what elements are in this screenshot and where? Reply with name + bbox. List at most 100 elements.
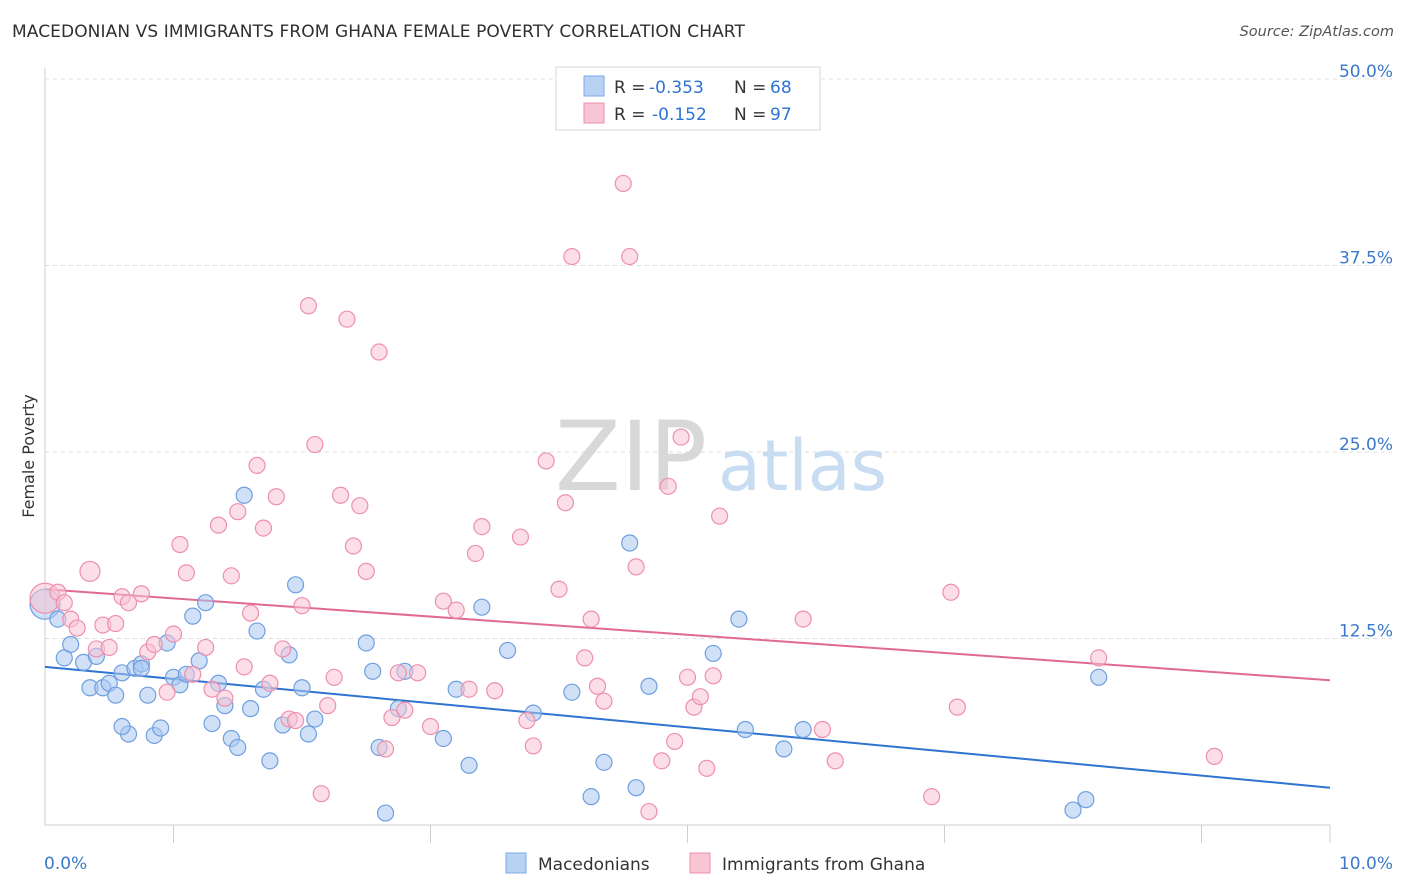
ghana-point-62 xyxy=(537,452,555,470)
macedonians-point-50 xyxy=(460,756,478,774)
macedonians-point-43 xyxy=(364,662,382,680)
ghana-point-75 xyxy=(659,477,677,495)
ghana-point-77 xyxy=(672,428,690,446)
macedonians-point-58 xyxy=(627,779,645,797)
grid-layer xyxy=(45,78,1392,639)
ghana-point-34 xyxy=(286,711,305,730)
ghana-point-85 xyxy=(813,720,832,739)
chart-source: Source: ZipAtlas.com xyxy=(1239,24,1394,40)
x-tick-label-max: 10.0% xyxy=(1339,854,1393,874)
macedonians-point-42 xyxy=(357,634,375,652)
ghana-point-91 xyxy=(1205,747,1223,765)
points-layer xyxy=(29,174,1223,822)
macedonians-point-63 xyxy=(775,740,793,758)
ghana-point-86 xyxy=(826,752,844,770)
legend-n-label-1: N = xyxy=(734,78,766,98)
legend-r-label-2: R = xyxy=(614,105,645,125)
legend-n-value-1: 68 xyxy=(770,78,792,98)
ghana-point-88 xyxy=(942,583,960,601)
ghana-point-59 xyxy=(511,528,530,546)
ghana-point-28 xyxy=(248,456,266,475)
ghana-point-54 xyxy=(447,601,465,619)
ghana-point-90 xyxy=(1090,649,1108,667)
ghana-point-23 xyxy=(216,689,234,707)
tick-label-layer: 12.5% 25.0% 37.5% 50.0% 0.0% 10.0% xyxy=(44,62,1393,874)
ghana-point-32 xyxy=(274,640,292,658)
ghana-point-68 xyxy=(588,677,607,695)
ghana-point-15 xyxy=(158,683,176,701)
ghana-point-76 xyxy=(666,732,684,751)
macedonians-point-67 xyxy=(1090,668,1108,686)
macedonians-point-16 xyxy=(139,686,157,704)
ghana-point-44 xyxy=(351,497,369,515)
ghana-point-22 xyxy=(209,516,228,534)
watermark-zip: ZIP xyxy=(555,401,707,513)
ghana-point-65 xyxy=(563,247,581,266)
ghana-point-39 xyxy=(319,697,337,715)
legend-n-label-2: N = xyxy=(734,105,766,125)
ghana-point-11 xyxy=(119,594,138,612)
y-tick-label-2: 37.5% xyxy=(1339,249,1393,269)
ghana-point-52 xyxy=(421,717,440,736)
ghana-point-84 xyxy=(794,610,812,628)
legend-swatch-macedonians xyxy=(583,75,605,97)
ghana-point-5 xyxy=(79,560,101,582)
macedonians-point-59 xyxy=(640,677,658,695)
watermark: ZIP atlas xyxy=(555,401,887,513)
y-axis-label: Female Poverty xyxy=(19,394,38,517)
ghana-point-31 xyxy=(267,488,285,506)
ghana-point-69 xyxy=(595,692,613,710)
macedonians-point-35 xyxy=(261,752,279,770)
macedonians-point-32 xyxy=(242,700,260,718)
ghana-point-30 xyxy=(261,674,279,692)
ghana-point-37 xyxy=(306,435,324,454)
macedonians-point-39 xyxy=(293,679,311,697)
ghana-point-67 xyxy=(582,610,600,628)
ghana-point-80 xyxy=(691,688,709,706)
ghana-point-78 xyxy=(678,668,697,686)
legend-r-label-1: R = xyxy=(614,78,645,98)
bottom-legend-swatch-ghana xyxy=(689,852,711,874)
y-tick-label-1: 25.0% xyxy=(1339,435,1393,455)
macedonians-point-57 xyxy=(621,534,639,552)
ghana-point-82 xyxy=(704,667,722,685)
macedonians-point-65 xyxy=(1064,801,1082,819)
macedonians-point-33 xyxy=(248,622,266,640)
ghana-point-21 xyxy=(203,680,221,698)
ghana-point-47 xyxy=(376,740,395,758)
chart-title: MACEDONIAN VS IMMIGRANTS FROM GHANA FEMA… xyxy=(12,22,745,42)
ghana-point-51 xyxy=(409,664,427,682)
macedonians-point-52 xyxy=(499,641,517,660)
macedonians-point-14 xyxy=(113,717,131,736)
ghana-point-9 xyxy=(107,614,125,633)
ghana-point-50 xyxy=(396,701,414,719)
ghana-point-55 xyxy=(460,680,478,698)
ghana-point-53 xyxy=(434,592,452,610)
ghana-point-46 xyxy=(370,343,388,361)
y-tick-label-3: 50.0% xyxy=(1339,62,1393,82)
macedonians-point-66 xyxy=(1077,791,1095,809)
bottom-legend-swatch-macedonians xyxy=(505,852,527,874)
bottom-legend-label-ghana: Immigrants from Ghana xyxy=(722,855,925,875)
macedonians-point-3 xyxy=(62,635,80,654)
ghana-point-36 xyxy=(299,297,318,315)
ghana-point-43 xyxy=(344,537,362,555)
watermark-atlas: atlas xyxy=(718,425,887,507)
ghana-point-58 xyxy=(486,682,504,700)
x-tick-label-min: 0.0% xyxy=(44,854,87,874)
ghana-point-45 xyxy=(357,562,375,580)
ghana-point-81 xyxy=(698,759,716,777)
ghana-point-8 xyxy=(100,638,118,657)
ghana-point-73 xyxy=(640,802,658,821)
macedonians-point-15 xyxy=(132,659,150,677)
macedonians-point-31 xyxy=(235,486,253,504)
macedonians-point-51 xyxy=(473,598,491,616)
macedonians-point-38 xyxy=(286,576,305,594)
stats-legend: R = -0.353 N = 68 R = -0.152 N = 97 xyxy=(555,66,821,131)
ghana-point-2 xyxy=(55,594,73,612)
ghana-point-57 xyxy=(473,517,491,536)
macedonians-point-9 xyxy=(107,686,125,704)
ghana-point-87 xyxy=(923,788,941,806)
